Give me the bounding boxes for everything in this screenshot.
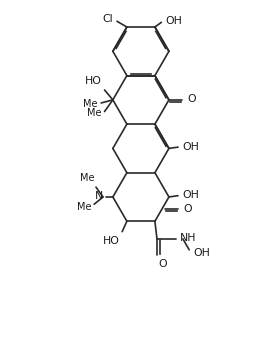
- Text: O: O: [158, 258, 167, 269]
- Text: OH: OH: [166, 16, 183, 26]
- Text: OH: OH: [182, 190, 199, 200]
- Text: OH: OH: [193, 248, 210, 258]
- Text: Me: Me: [77, 202, 92, 212]
- Text: OH: OH: [182, 142, 199, 152]
- Text: Me: Me: [87, 109, 102, 119]
- Text: N: N: [95, 191, 103, 201]
- Text: Me: Me: [83, 99, 97, 109]
- Text: HO: HO: [85, 76, 102, 86]
- Text: HO: HO: [103, 236, 120, 246]
- Text: O: O: [183, 204, 192, 214]
- Text: O: O: [188, 94, 196, 104]
- Text: NH: NH: [180, 233, 196, 243]
- Text: Me: Me: [80, 174, 94, 183]
- Text: Cl: Cl: [102, 14, 112, 24]
